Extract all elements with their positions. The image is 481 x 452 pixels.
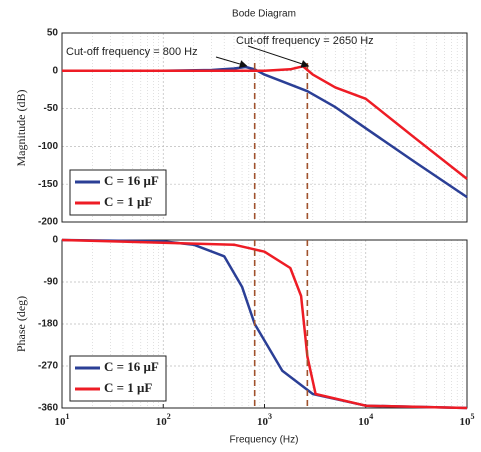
x-tick-exponent: 5 — [471, 412, 475, 421]
y-tick-label: -90 — [44, 277, 59, 288]
x-tick-base: 10 — [257, 416, 269, 428]
y-tick-label: -150 — [38, 179, 58, 190]
y-tick-label: 50 — [47, 28, 59, 39]
x-tick-exponent: 2 — [167, 412, 171, 421]
x-tick-label: 104 — [358, 412, 373, 428]
y-tick-label: -180 — [38, 319, 58, 330]
y-axis-label: Magnitude (dB) — [14, 90, 28, 167]
legend-label: C = 16 μF — [104, 173, 159, 188]
x-tick-exponent: 4 — [369, 412, 373, 421]
annotation-arrow — [247, 45, 310, 68]
y-tick-label: -360 — [38, 403, 58, 414]
y-tick-label: -100 — [38, 141, 58, 152]
legend-label: C = 1 μF — [104, 194, 152, 209]
x-tick-exponent: 3 — [268, 412, 272, 421]
x-tick-exponent: 1 — [66, 412, 70, 421]
chart-title: Bode Diagram — [232, 9, 296, 20]
y-tick-label: -200 — [38, 217, 58, 228]
annotation-arrow — [215, 56, 248, 68]
y-tick-label: 0 — [52, 65, 58, 76]
x-tick-base: 10 — [156, 416, 168, 428]
y-axis-label: Phase (deg) — [14, 296, 28, 352]
plot-frame — [61, 239, 468, 409]
annotation: Cut-off frequency = 800 Hz — [66, 46, 198, 58]
x-axis-label: Frequency (Hz) — [230, 435, 299, 446]
y-tick-label: -270 — [38, 361, 58, 372]
legend-label: C = 16 μF — [104, 359, 159, 374]
y-tick-label: 0 — [52, 235, 58, 246]
y-tick-label: -50 — [44, 103, 59, 114]
x-tick-base: 10 — [460, 416, 472, 428]
plot-frame — [61, 32, 468, 223]
legend-box — [69, 169, 167, 216]
legend-box — [69, 355, 167, 402]
x-tick-label: 101 — [55, 412, 70, 428]
x-tick-label: 105 — [460, 412, 475, 428]
legend-label: C = 1 μF — [104, 380, 152, 395]
x-tick-base: 10 — [55, 416, 67, 428]
series-line — [62, 65, 468, 180]
x-tick-label: 103 — [257, 412, 272, 428]
x-tick-base: 10 — [358, 416, 370, 428]
x-tick-label: 102 — [156, 412, 171, 428]
series-line — [61, 238, 468, 410]
annotation: Cut-off frequency = 2650 Hz — [236, 35, 374, 47]
